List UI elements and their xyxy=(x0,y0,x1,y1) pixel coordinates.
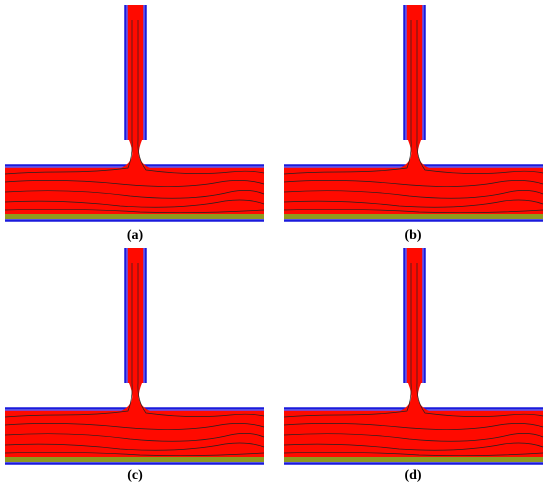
panel-a xyxy=(3,3,266,222)
panel-label: (c) xyxy=(127,468,143,483)
panel-d xyxy=(282,246,545,465)
panel-label: (b) xyxy=(404,228,421,243)
panel-b xyxy=(282,3,545,222)
panel-label: (d) xyxy=(404,468,421,483)
panel-c xyxy=(3,246,266,465)
panel-label: (a) xyxy=(127,228,144,243)
